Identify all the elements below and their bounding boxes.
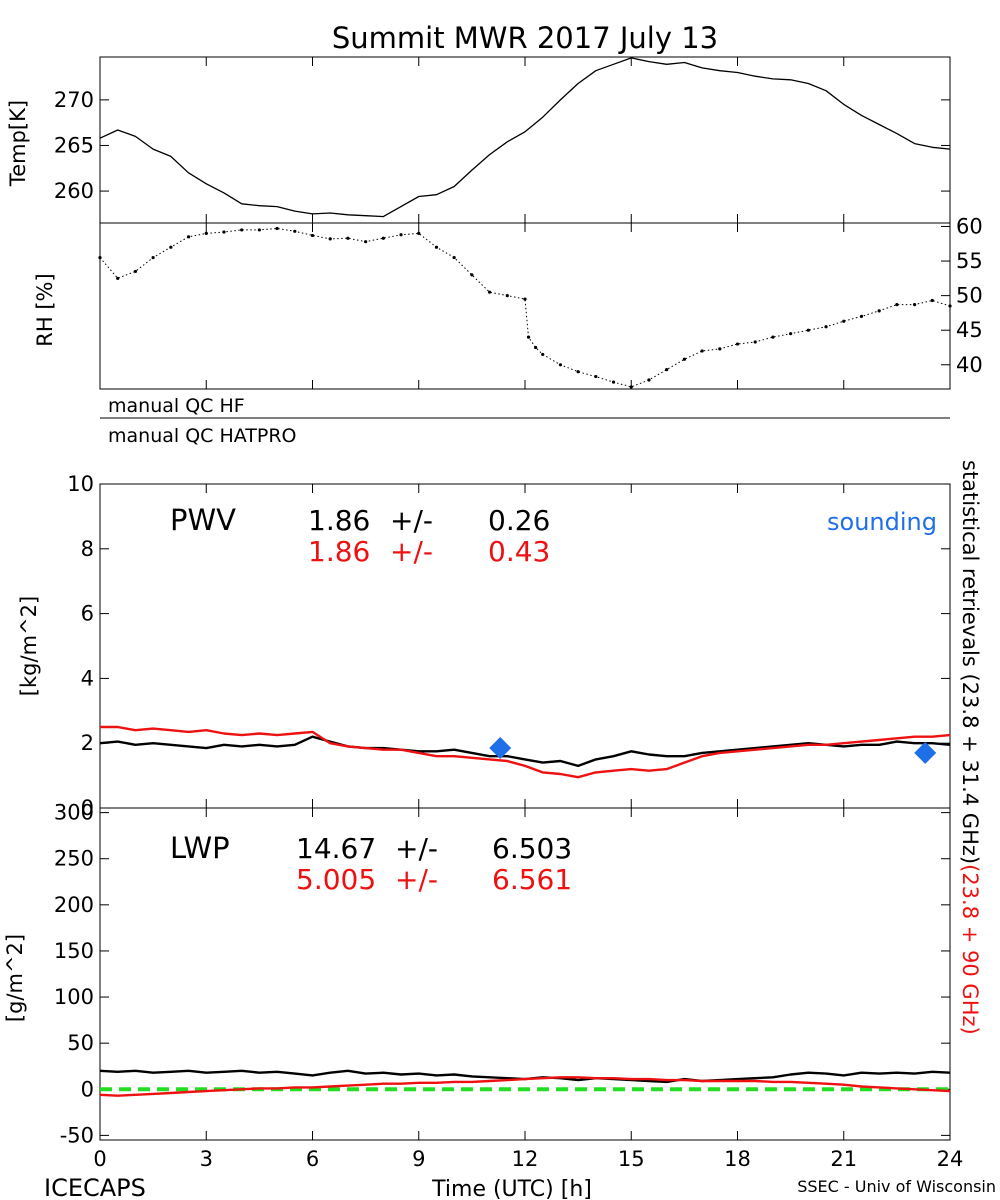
rh-point xyxy=(930,298,934,303)
lwp-ytick-label: 0 xyxy=(81,1077,94,1101)
lwp-xtick-label: 21 xyxy=(830,1147,857,1171)
rh-point xyxy=(842,319,846,323)
rh-point xyxy=(523,297,527,301)
lwp-xtick-label: 24 xyxy=(937,1147,964,1171)
temp-ytick-label: 260 xyxy=(54,179,94,203)
rh-ytick-label: 55 xyxy=(956,249,983,273)
pwv-ytick-label: 2 xyxy=(81,731,94,755)
pwv-panel-label: PWV xyxy=(170,503,236,537)
pwv-ytick-label: 4 xyxy=(81,666,94,690)
lwp-stat-std-black: 6.503 xyxy=(492,832,572,865)
rh-point xyxy=(629,385,633,389)
sounding-marker xyxy=(914,741,937,764)
sounding-legend-label: sounding xyxy=(827,508,937,536)
pwv-axis-label: [kg/m^2] xyxy=(17,596,41,696)
lwp-stat-std-red: 6.561 xyxy=(492,863,572,896)
lwp-xtick-label: 15 xyxy=(618,1147,645,1171)
lwp-ytick-label: 200 xyxy=(54,893,94,917)
pwv-stat-pm-black: +/- xyxy=(390,504,433,537)
lwp-stat-mean-black: 14.67 xyxy=(296,832,376,865)
rh-point xyxy=(895,303,899,307)
rh-point xyxy=(98,255,102,260)
lwp-ytick-label: -50 xyxy=(60,1123,94,1147)
rh-point xyxy=(417,231,421,235)
lwp-panel-label: LWP xyxy=(170,831,230,865)
temp-axis-label: Temp[K] xyxy=(6,100,30,187)
lwp-xtick-label: 12 xyxy=(512,1147,539,1171)
pwv-series-red-line xyxy=(100,725,951,779)
rh-point xyxy=(222,230,226,234)
lwp-ytick-label: 150 xyxy=(54,939,94,963)
rh-point xyxy=(346,236,350,240)
sounding-marker xyxy=(489,737,512,760)
rh-ytick-label: 40 xyxy=(956,353,983,377)
rh-ytick-label: 45 xyxy=(956,318,983,342)
rh-panel-frame xyxy=(99,222,951,390)
lwp-axis-label: [g/m^2] xyxy=(3,934,27,1022)
rh-ytick-label: 60 xyxy=(956,214,983,238)
lwp-ytick-label: 250 xyxy=(54,847,94,871)
right-vertical-label: statistical retrievals (23.8 + 31.4 GHz)… xyxy=(958,460,982,1035)
lwp-ytick-label: 300 xyxy=(54,801,94,825)
footer-icecaps: ICECAPS xyxy=(44,1174,146,1200)
rh-point xyxy=(859,314,864,318)
pwv-series-black-line xyxy=(99,735,951,768)
right-label-red: (23.8 + 90 GHz) xyxy=(958,864,982,1035)
lwp-ytick-label: 100 xyxy=(54,985,94,1009)
rh-point xyxy=(310,233,315,238)
rh-point xyxy=(240,228,244,232)
rh-ytick-label: 50 xyxy=(956,284,983,308)
pwv-ytick-label: 8 xyxy=(81,537,94,561)
pwv-stat-mean-black: 1.86 xyxy=(308,504,370,537)
pwv-stat-std-black: 0.26 xyxy=(488,504,550,537)
lwp-xtick-label: 9 xyxy=(412,1147,425,1171)
qc-hatpro-label: manual QC HATPRO xyxy=(108,425,297,447)
temp-ytick-label: 265 xyxy=(54,133,94,157)
rh-point xyxy=(682,357,686,361)
qc-hf-label: manual QC HF xyxy=(108,395,245,417)
rh-point xyxy=(487,290,492,294)
rh-point xyxy=(594,374,598,379)
rh-point xyxy=(806,328,810,332)
pwv-ytick-label: 0 xyxy=(81,796,94,820)
pwv-ytick-label: 6 xyxy=(81,602,94,626)
lwp-xtick-label: 3 xyxy=(200,1147,213,1171)
lwp-stat-pm-red: +/- xyxy=(395,863,438,896)
rh-point xyxy=(771,335,775,339)
rh-point xyxy=(275,226,279,231)
pwv-stat-mean-red: 1.86 xyxy=(308,535,370,568)
chart-title: Summit MWR 2017 July 13 xyxy=(332,21,718,55)
rh-point xyxy=(381,236,385,240)
footer-credit: SSEC - Univ of Wisconsin xyxy=(797,1177,996,1196)
rh-series-trace xyxy=(99,227,951,388)
chart-marks: 26026527040455055600246810-5005010015020… xyxy=(54,57,983,1171)
lwp-xtick-label: 0 xyxy=(93,1147,106,1171)
lwp-xtick-label: 18 xyxy=(724,1147,751,1171)
right-label-black: statistical retrievals (23.8 + 31.4 GHz) xyxy=(958,460,982,864)
rh-point xyxy=(576,370,580,374)
pwv-ytick-label: 10 xyxy=(67,472,94,496)
temp-panel-frame xyxy=(99,56,951,224)
lwp-xtick-label: 6 xyxy=(306,1147,319,1171)
x-axis-label: Time (UTC) [h] xyxy=(431,1177,592,1200)
lwp-ytick-label: 50 xyxy=(67,1031,94,1055)
lwp-stat-mean-red: 5.005 xyxy=(296,863,376,896)
lwp-series-red-line xyxy=(99,1076,951,1097)
lwp-stat-pm-black: +/- xyxy=(395,832,438,865)
rh-axis-label: RH [%] xyxy=(33,273,57,346)
temp-series-black-line xyxy=(99,57,951,218)
rh-point xyxy=(735,342,740,346)
pwv-stat-std-red: 0.43 xyxy=(488,535,550,568)
temp-ytick-label: 270 xyxy=(54,88,94,112)
rh-point xyxy=(204,231,208,235)
pwv-stat-pm-red: +/- xyxy=(390,535,433,568)
